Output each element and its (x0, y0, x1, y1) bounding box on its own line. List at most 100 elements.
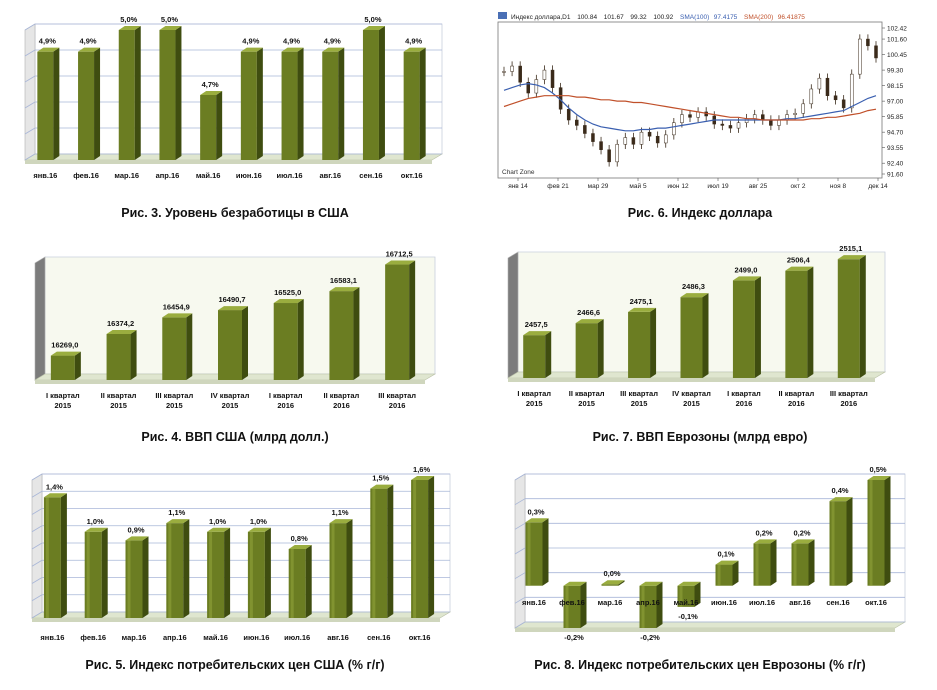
bar-side (297, 47, 304, 160)
bar-top (322, 47, 345, 52)
bar-highlight (45, 497, 49, 618)
tick-label: 2015 (222, 401, 239, 410)
bar-side (542, 518, 549, 586)
data-label: 4,9% (405, 37, 422, 46)
bar-top (677, 581, 701, 586)
gridline-side (514, 621, 526, 629)
bar-side (656, 581, 663, 628)
tick-label: II квартал (101, 391, 137, 400)
data-label: 2457,5 (525, 320, 548, 329)
bar (329, 519, 353, 618)
chart-side-wall (24, 23, 36, 161)
bar-front (200, 95, 217, 160)
bar-front (362, 30, 379, 160)
tick-label: фев.16 (559, 598, 585, 607)
bar (159, 26, 182, 160)
tick-label: сен.16 (826, 598, 849, 607)
gridline-side (31, 594, 43, 602)
tick-label: II квартал (324, 391, 360, 400)
bar-side (134, 26, 141, 160)
data-label: 1,0% (209, 517, 226, 526)
tick-label: 2016 (840, 399, 857, 408)
gridline-side (31, 473, 43, 481)
bar-side (387, 484, 394, 618)
bar-side (216, 91, 223, 160)
x-tick-label: май 5 (629, 182, 647, 190)
tick-label: 2015 (110, 401, 127, 410)
bar-side (770, 539, 777, 586)
bar-top (166, 519, 190, 524)
bar-side (338, 47, 345, 160)
bar-top (240, 47, 263, 52)
y-tick-label: 98.15 (887, 83, 904, 90)
plot-area (497, 21, 883, 179)
bar-top (715, 560, 739, 565)
candle-body (575, 119, 579, 126)
figure-7-caption: Рис. 7. ВВП Еврозоны (млрд евро) (592, 430, 808, 444)
bar-highlight (603, 584, 607, 586)
data-label: 4,7% (202, 80, 219, 89)
tick-label: I квартал (46, 391, 80, 400)
data-label: 2475,1 (630, 297, 653, 306)
figure-6-caption: Рис. 6. Индекс доллара (627, 206, 773, 220)
gridline-side (514, 473, 526, 481)
y-tick-label: 92.40 (887, 161, 904, 168)
data-label: 0,3% (527, 507, 544, 516)
candle-body (736, 122, 741, 129)
data-label: 0,2% (755, 528, 772, 537)
bar-front (162, 317, 187, 380)
bar-top (753, 539, 777, 544)
bar-top (84, 527, 108, 532)
tick-label: июл.16 (277, 171, 303, 180)
data-label: 1,6% (413, 465, 430, 474)
candle-body (534, 79, 539, 94)
bar-side (808, 539, 815, 586)
bar-side (702, 293, 709, 378)
tick-label: I квартал (517, 389, 551, 398)
data-label: 5,0% (120, 15, 137, 24)
figure-8-caption: Рис. 8. Индекс потребительских цен Евроз… (534, 658, 866, 672)
bar-side (545, 331, 552, 378)
data-label: 16525,0 (274, 288, 301, 297)
candle-body (688, 114, 692, 118)
tick-label: I квартал (727, 389, 761, 398)
tick-label: 2016 (788, 399, 805, 408)
chart-floor-edge (35, 380, 425, 384)
bar-highlight (331, 523, 335, 618)
gridline-side (24, 127, 36, 135)
bar (680, 293, 709, 378)
x-tick-label: авг 25 (749, 183, 768, 190)
bar-highlight (86, 531, 90, 618)
x-tick-label: дек 14 (868, 183, 888, 190)
bar-highlight (413, 480, 417, 618)
candle-body (817, 77, 822, 90)
bar (218, 306, 248, 380)
figure-8-panel: 0,3% янв.16 -0,2% фев.16 0,0% мар.16 -0,2% апр.… (490, 450, 937, 690)
tick-label: 2015 (631, 399, 648, 408)
tick-label: апр.16 (636, 598, 660, 607)
bar-top (385, 260, 416, 265)
candle-body (866, 38, 870, 47)
tick-label: 2015 (166, 401, 183, 410)
candle-body (761, 114, 765, 121)
figure-7-panel: 2457,5 I квартал 2015 2466,6 II квартал 2015 2… (490, 228, 937, 450)
bar-side (859, 255, 866, 378)
tick-label: май.16 (203, 633, 228, 642)
bar (575, 319, 604, 378)
header-label: SMA(100) (680, 14, 709, 21)
bar-top (118, 26, 141, 30)
bar-side (807, 266, 814, 378)
candle-body (615, 144, 619, 163)
bar-side (305, 545, 312, 618)
bar (125, 536, 149, 618)
candle-body (720, 123, 725, 126)
x-tick-label: янв 14 (508, 183, 528, 190)
bar-side (409, 260, 416, 380)
bar-top (37, 47, 60, 52)
bar-side (186, 313, 193, 380)
x-tick-label: фев 21 (547, 183, 569, 190)
candle-body (663, 134, 668, 144)
tick-label: IV квартал (211, 391, 250, 400)
bar-highlight (565, 585, 569, 628)
